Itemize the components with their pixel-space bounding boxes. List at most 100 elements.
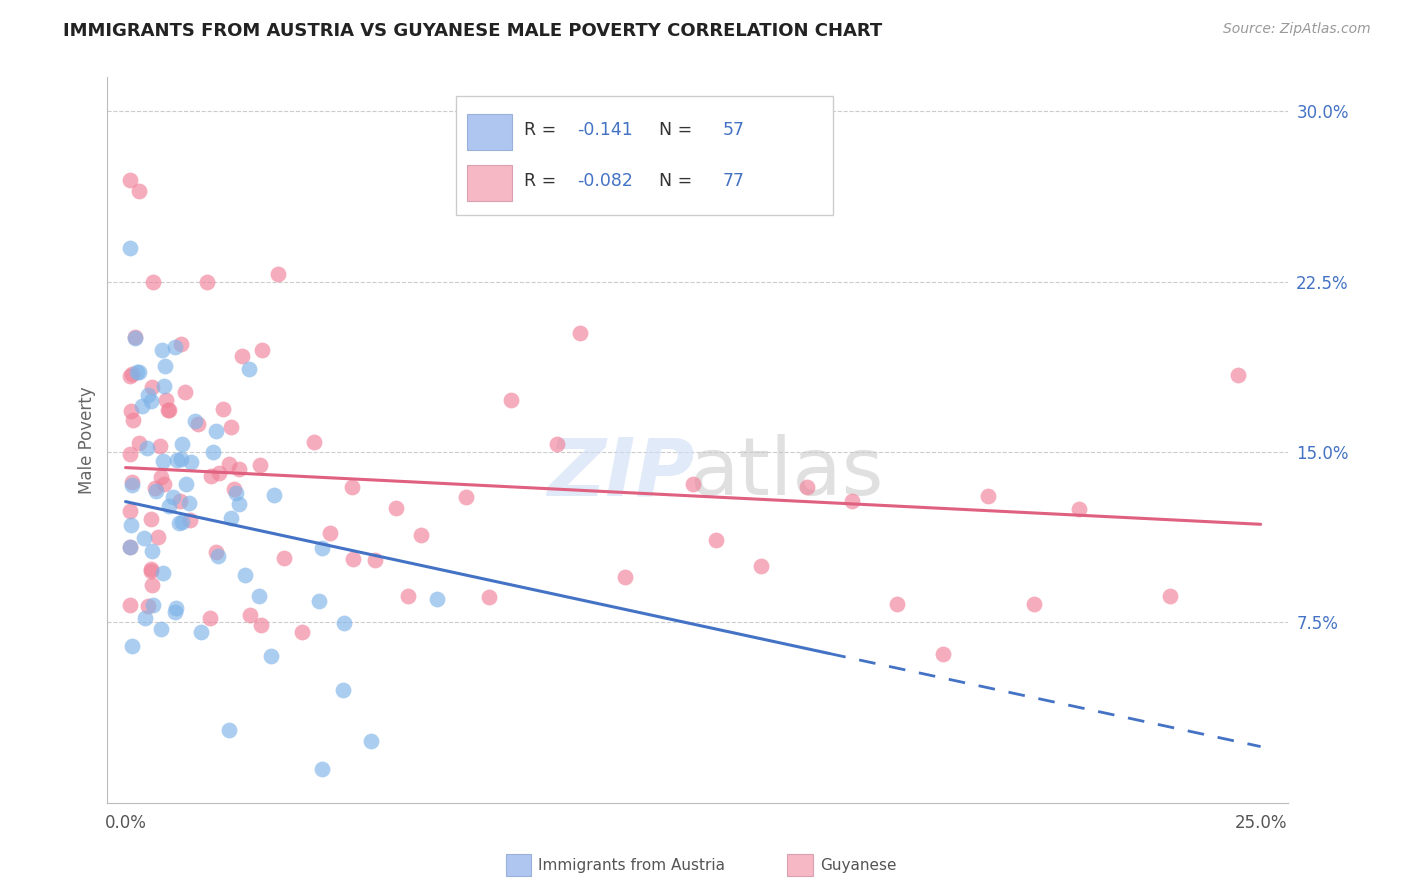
Point <box>267 267 290 281</box>
Point <box>120 369 142 384</box>
Point <box>749 558 772 573</box>
Point <box>163 605 186 619</box>
Point <box>120 517 142 532</box>
Point <box>153 359 176 373</box>
Point <box>211 401 233 416</box>
Point <box>205 425 228 439</box>
Text: 77: 77 <box>723 172 744 190</box>
Point <box>333 615 356 630</box>
Point <box>187 417 209 431</box>
Point <box>198 611 221 625</box>
Point <box>396 589 419 603</box>
Point <box>121 475 143 489</box>
Text: atlas: atlas <box>689 434 883 512</box>
Point <box>796 480 818 494</box>
Text: Guyanese: Guyanese <box>820 858 896 872</box>
Text: R =: R = <box>524 121 562 139</box>
Point <box>152 454 174 468</box>
Point <box>155 393 177 408</box>
Point <box>170 452 193 467</box>
Point <box>546 437 568 451</box>
Point <box>228 497 250 511</box>
Point <box>218 723 240 738</box>
Text: -0.141: -0.141 <box>578 121 633 139</box>
Point <box>141 380 163 394</box>
Point <box>360 734 382 748</box>
Point <box>1022 598 1045 612</box>
Text: IMMIGRANTS FROM AUSTRIA VS GUYANESE MALE POVERTY CORRELATION CHART: IMMIGRANTS FROM AUSTRIA VS GUYANESE MALE… <box>63 22 883 40</box>
Point <box>172 516 194 530</box>
Point <box>177 496 200 510</box>
Point <box>157 499 180 513</box>
Point <box>172 437 194 451</box>
Text: R =: R = <box>524 172 562 190</box>
Point <box>170 337 193 351</box>
Text: N =: N = <box>648 121 697 139</box>
Point <box>141 578 163 592</box>
Point <box>568 326 591 340</box>
Point <box>142 275 165 289</box>
Point <box>682 476 704 491</box>
Point <box>222 482 245 496</box>
Point <box>169 494 191 508</box>
Point <box>162 491 184 505</box>
Point <box>174 385 197 400</box>
Point <box>260 648 283 663</box>
Point <box>179 513 201 527</box>
Point <box>163 340 186 354</box>
Point <box>385 500 408 515</box>
Point <box>233 567 256 582</box>
Point <box>150 622 173 636</box>
Point <box>204 545 226 559</box>
Point <box>120 540 142 554</box>
Point <box>195 275 218 289</box>
Point <box>128 365 150 379</box>
Point <box>120 540 142 554</box>
Point <box>167 516 190 530</box>
Point <box>146 530 169 544</box>
Point <box>249 458 271 472</box>
Point <box>886 598 908 612</box>
Point <box>152 566 174 581</box>
Text: ZIP: ZIP <box>547 434 695 512</box>
Point <box>247 589 270 603</box>
Point <box>120 504 142 518</box>
Point <box>134 610 156 624</box>
Point <box>239 607 262 622</box>
Point <box>218 458 240 472</box>
Point <box>501 392 523 407</box>
Point <box>141 512 163 526</box>
Point <box>238 362 260 376</box>
Point <box>977 490 1000 504</box>
Point <box>150 470 173 484</box>
Point <box>124 330 146 344</box>
Point <box>139 562 162 576</box>
Point <box>139 564 162 578</box>
Text: 57: 57 <box>723 121 744 139</box>
Point <box>342 480 364 494</box>
Point <box>932 647 955 661</box>
Point <box>157 403 180 417</box>
Point <box>136 599 159 614</box>
Point <box>291 625 314 640</box>
Point <box>150 343 173 357</box>
Point <box>141 544 163 558</box>
Point <box>1067 501 1090 516</box>
Point <box>219 420 242 434</box>
Point <box>841 493 863 508</box>
Point <box>120 598 142 612</box>
Point <box>131 399 153 413</box>
Point <box>139 394 162 409</box>
Point <box>152 379 174 393</box>
Point <box>231 350 253 364</box>
Point <box>202 445 225 459</box>
Point <box>145 483 167 498</box>
Point <box>127 365 149 379</box>
Point <box>225 485 247 500</box>
Point <box>250 618 273 632</box>
Point <box>1159 589 1181 603</box>
FancyBboxPatch shape <box>456 95 834 215</box>
Point <box>136 388 159 402</box>
Point <box>120 448 142 462</box>
Point <box>228 462 250 476</box>
